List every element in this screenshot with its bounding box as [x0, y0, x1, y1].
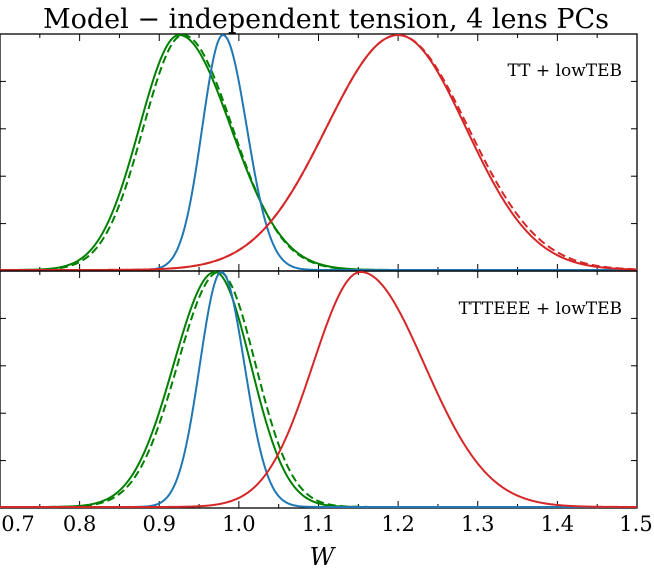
panel-bottom: TTTEEE + lowTEB	[0, 270, 638, 509]
panel-top-yticks	[0, 80, 637, 225]
x-tick-label-4: 1.1	[302, 512, 335, 536]
x-tick-label-0: 0.7	[1, 512, 34, 536]
panel-top: TT + lowTEB	[0, 33, 638, 272]
chart-title: Model − independent tension, 4 lens PCs	[43, 4, 609, 35]
panel-bottom-curves	[0, 271, 637, 508]
x-tick-label-8: 1.5	[619, 512, 652, 536]
x-tick-label-2: 0.9	[143, 512, 176, 536]
panel-top-curves	[0, 34, 638, 271]
panel-bottom-yticks	[0, 317, 637, 462]
x-axis-label: W	[310, 543, 337, 571]
x-tick-label-7: 1.4	[541, 512, 574, 536]
panel-bottom-label: TTTEEE + lowTEB	[459, 299, 622, 319]
x-tick-label-1: 0.8	[63, 512, 96, 536]
x-tick-label-3: 1.0	[222, 512, 255, 536]
x-tick-label-6: 1.3	[461, 512, 494, 536]
curve-green-dashed	[0, 34, 637, 271]
x-tick-label-5: 1.2	[381, 512, 414, 536]
curve-green-dashed	[0, 271, 637, 508]
curve-red-dashed	[0, 34, 638, 271]
curve-red-solid	[0, 271, 637, 508]
panel-top-label: TT + lowTEB	[507, 61, 622, 81]
x-tick-labels: 0.7 0.8 0.9 1.0 1.1 1.2 1.3 1.4 1.5	[1, 512, 652, 536]
